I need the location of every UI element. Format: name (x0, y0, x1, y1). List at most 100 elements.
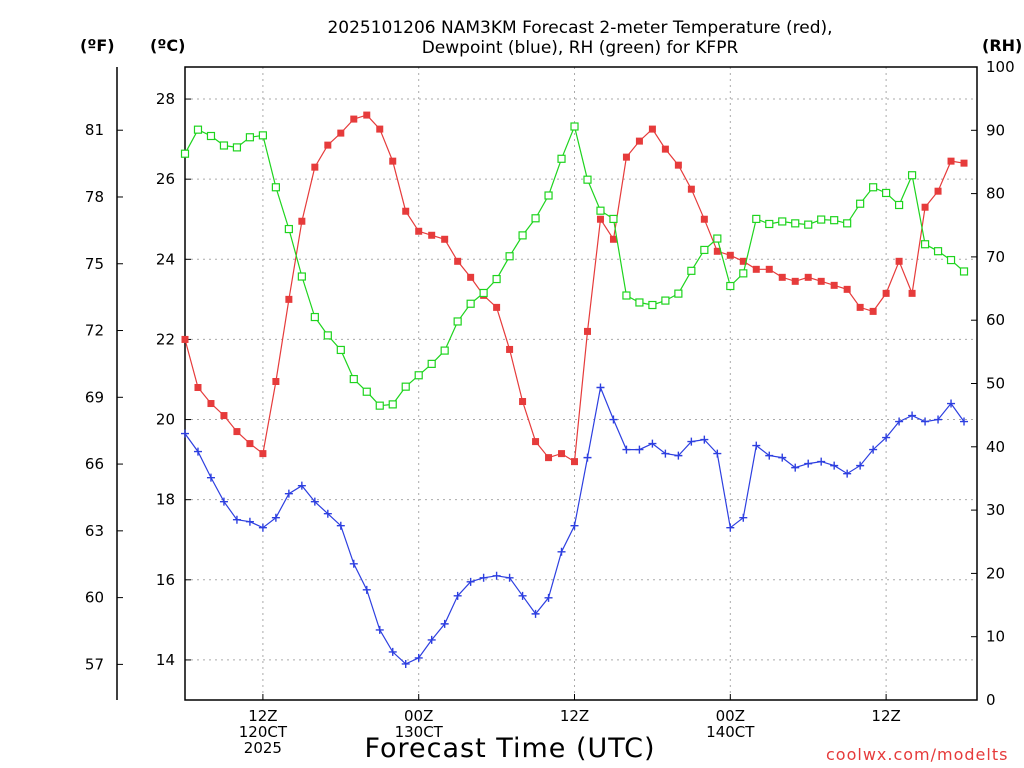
dewpoint-point (427, 635, 436, 644)
dewpoint-point (271, 513, 280, 522)
temperature-point (700, 215, 708, 223)
rh-point (219, 141, 229, 150)
temperature-point (272, 377, 280, 385)
temperature-point (467, 273, 475, 281)
x-tick-label: 120CT (239, 723, 288, 741)
temperature-point (337, 129, 345, 137)
rh-point (388, 400, 397, 409)
dewpoint-point (284, 489, 293, 498)
x-tick-label: 130CT (395, 723, 444, 741)
temperature-point (843, 285, 851, 293)
dewpoint-point (830, 461, 839, 470)
rh-point (336, 345, 345, 355)
rh-point (661, 296, 670, 305)
chart-title-line-2: Dewpoint (blue), RH (green) for KFPR (421, 38, 739, 58)
rh-point (466, 299, 475, 308)
dewpoint-point (895, 417, 904, 426)
temperature-point (389, 157, 397, 165)
dewpoint-point (479, 573, 488, 582)
celsius-tick-label: 26 (156, 170, 175, 188)
rh-point (362, 387, 371, 396)
rh-point (959, 267, 969, 276)
dewpoint-point (232, 515, 241, 524)
credit-link[interactable]: coolwx.com/modelts (826, 745, 1009, 764)
dewpoint-point (206, 473, 215, 482)
dewpoint-point (297, 481, 306, 490)
temperature-point (882, 289, 890, 297)
fahrenheit-tick-label: 72 (85, 322, 104, 340)
rh-point (778, 217, 787, 226)
rh-point (596, 206, 605, 215)
temperature-point (350, 115, 358, 123)
fahrenheit-tick-label: 69 (85, 388, 104, 406)
temperature-point (791, 277, 799, 285)
celsius-tick-label: 28 (156, 90, 175, 108)
rh-point (907, 171, 917, 180)
dewpoint-point (739, 513, 748, 522)
temperature-point (622, 153, 630, 161)
fahrenheit-tick-label: 63 (85, 522, 104, 540)
dewpoint-point (778, 453, 787, 462)
rh-point (193, 125, 203, 134)
dewpoint-point (544, 593, 553, 602)
dewpoint-point (181, 429, 189, 438)
celsius-tick-label: 20 (156, 411, 175, 429)
dewpoint-point (440, 619, 449, 628)
dewpoint-point (518, 591, 527, 600)
rh-point (674, 289, 683, 298)
temperature-point (376, 125, 384, 133)
rh-point (297, 272, 306, 281)
dewpoint-point (557, 547, 566, 556)
rh-point (843, 219, 852, 228)
rh-point (946, 255, 956, 265)
dewpoint-point (661, 449, 670, 458)
celsius-tick-label: 16 (156, 571, 175, 589)
dewpoint-point (401, 659, 410, 668)
rh-point (570, 122, 579, 131)
dewpoint-point (869, 445, 878, 454)
dewpoint-point (726, 523, 735, 532)
temperature-point (324, 141, 332, 149)
rh-point (232, 143, 242, 152)
dewpoint-point (583, 453, 592, 462)
rh-point (492, 274, 501, 284)
temperature-point (363, 111, 371, 119)
chart-title-line-1: 2025101206 NAM3KM Forecast 2-meter Tempe… (327, 18, 833, 38)
temperature-point (804, 273, 812, 281)
dewpoint-point (596, 383, 605, 392)
rh-point (700, 245, 709, 255)
temperature-point (194, 384, 202, 392)
rh-point (271, 183, 280, 192)
fahrenheit-tick-label: 66 (85, 455, 104, 473)
rh-point (427, 359, 436, 368)
temperature-point (830, 281, 838, 289)
x-tick-label: 12Z (560, 707, 589, 725)
rh-point (739, 269, 748, 278)
dewpoint-point (609, 415, 618, 424)
rh-point (531, 214, 540, 223)
temperature-point (220, 412, 228, 420)
x-tick-label: 2025 (244, 739, 282, 757)
rh-point (830, 216, 839, 225)
rh-point (414, 371, 423, 380)
temperature-point (233, 428, 241, 436)
rh-point (557, 154, 566, 163)
temperature-point (752, 265, 760, 273)
rh-point (635, 298, 644, 307)
x-axis-title: Forecast Time (UTC) (364, 733, 656, 764)
rh-point (804, 220, 813, 229)
dewpoint-point (908, 411, 917, 420)
dewpoint-point (245, 517, 254, 526)
temperature-point (869, 307, 877, 315)
dewpoint-point (791, 463, 800, 472)
rh-point (933, 247, 943, 256)
rh-point (726, 281, 735, 291)
temperature-point (960, 159, 968, 167)
temperature-point (246, 440, 254, 448)
rh-point (920, 240, 930, 249)
dewpoint-point (947, 399, 956, 408)
rh-tick-label: 40 (986, 438, 1005, 456)
rh-point (894, 200, 904, 210)
x-tick-label: 12Z (248, 707, 277, 725)
